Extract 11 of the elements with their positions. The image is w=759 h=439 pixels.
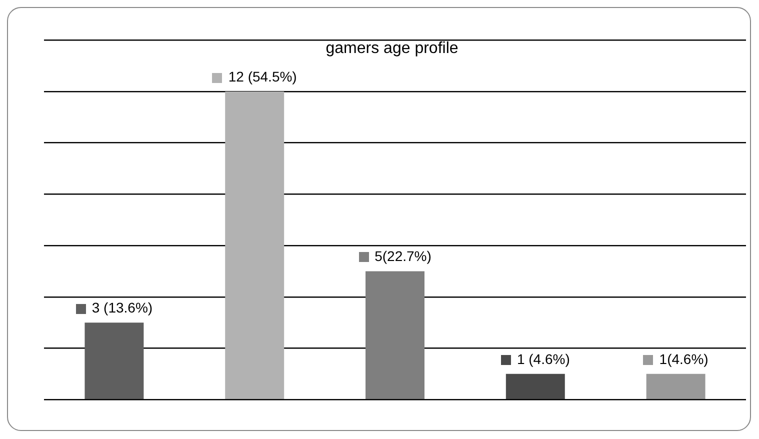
data-label: 5(22.7%) [374, 248, 432, 264]
bar [366, 271, 424, 399]
bar [84, 322, 144, 399]
data-label: 3 (13.6%) [92, 299, 153, 316]
data-label: 1 (4.6%) [516, 350, 570, 367]
bar [506, 374, 565, 399]
data-label: 1(4.6%) [659, 350, 708, 367]
bar [646, 374, 706, 399]
data-label: 12 (54.5%) [228, 68, 297, 84]
chart-title: gamers age profile [326, 40, 458, 58]
bar [225, 92, 284, 399]
